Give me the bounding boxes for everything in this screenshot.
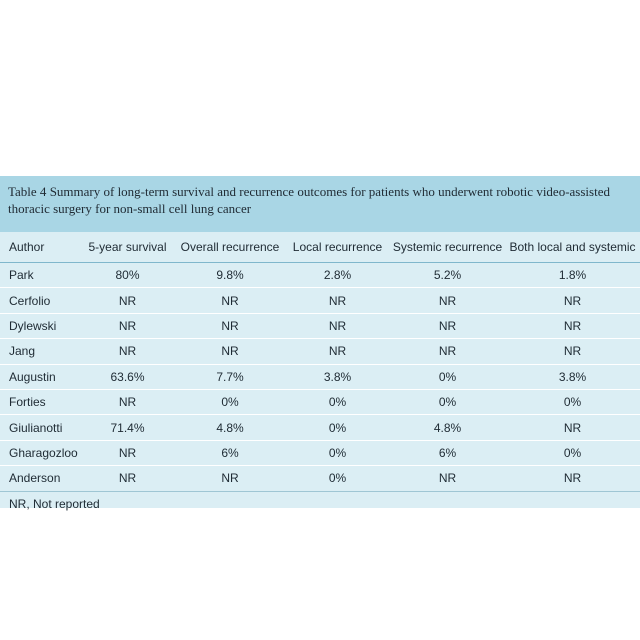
cell-value: 0%	[563, 445, 582, 460]
table-caption-text: Summary of long-term survival and recurr…	[8, 184, 610, 216]
cell-value: NR	[221, 344, 239, 359]
cell-value: NR	[328, 293, 347, 308]
cell-value: 0%	[328, 395, 347, 410]
cell-value: NR	[563, 471, 582, 486]
column-header-overall-recurrence: Overall recurrence	[180, 240, 280, 254]
table-header-row: Author 5-year survival Overall recurrenc…	[0, 232, 640, 263]
cell-value: NR	[118, 293, 137, 308]
table-caption-label: Table 4	[8, 184, 47, 199]
cell-value: 0%	[328, 471, 347, 486]
cell-value: NR	[438, 293, 457, 308]
table-row: Gharagozloo NR 6% 0% 6% 0%	[0, 440, 640, 466]
outcomes-table-panel: Table 4 Summary of long-term survival an…	[0, 176, 640, 511]
cell-value: 1.8%	[558, 268, 587, 283]
cell-value: 7.7%	[216, 369, 244, 384]
cell-value: NR	[221, 471, 239, 486]
cell-value: 0%	[438, 395, 457, 410]
table-row: Augustin 63.6% 7.7% 3.8% 0% 3.8%	[0, 364, 640, 390]
cell-author: Augustin	[9, 369, 56, 384]
cell-author: Cerfolio	[9, 293, 51, 308]
cell-value: NR	[563, 344, 582, 359]
table-row: Giulianotti 71.4% 4.8% 0% 4.8% NR	[0, 415, 640, 441]
cell-value: NR	[221, 293, 239, 308]
column-header-5yr-survival: 5-year survival	[88, 240, 167, 254]
table-row: Anderson NR NR 0% NR NR	[0, 466, 640, 492]
cell-value: 0%	[328, 420, 347, 435]
cell-author: Jang	[9, 344, 36, 359]
cell-value: 4.8%	[216, 420, 244, 435]
cell-author: Anderson	[9, 471, 61, 486]
cell-value: NR	[118, 344, 137, 359]
cell-value: 63.6%	[110, 369, 145, 384]
cell-value: NR	[438, 318, 457, 333]
cell-author: Dylewski	[9, 318, 57, 333]
cell-value: 0%	[221, 395, 239, 410]
cell-value: 0%	[438, 369, 457, 384]
cell-value: NR	[438, 344, 457, 359]
cell-value: 0%	[328, 445, 347, 460]
cell-value: 4.8%	[433, 420, 462, 435]
cell-value: NR	[118, 395, 137, 410]
table-footnote: NR, Not reported	[9, 496, 100, 511]
cell-value: NR	[118, 445, 137, 460]
cell-value: NR	[563, 293, 582, 308]
cell-value: 2.8%	[323, 268, 352, 283]
cell-value: NR	[563, 318, 582, 333]
table-row: Park 80% 9.8% 2.8% 5.2% 1.8%	[0, 263, 640, 288]
table-caption: Table 4 Summary of long-term survival an…	[0, 176, 640, 232]
cell-value: NR	[438, 471, 457, 486]
cell-value: 6%	[438, 445, 457, 460]
column-header-systemic-recurrence: Systemic recurrence	[392, 240, 503, 254]
cell-value: 5.2%	[433, 268, 462, 283]
table-row: Dylewski NR NR NR NR NR	[0, 313, 640, 339]
cell-value: 9.8%	[216, 268, 244, 283]
cell-author: Giulianotti	[9, 420, 63, 435]
cell-value: NR	[118, 471, 137, 486]
column-header-both-local-systemic: Both local and systemic	[509, 240, 636, 254]
table-row: Forties NR 0% 0% 0% 0%	[0, 389, 640, 415]
table-row: Cerfolio NR NR NR NR NR	[0, 288, 640, 314]
outcomes-table: Author 5-year survival Overall recurrenc…	[0, 232, 640, 492]
cell-value: NR	[328, 344, 347, 359]
cell-author: Park	[9, 268, 34, 283]
cell-value: 71.4%	[110, 420, 145, 435]
cell-value: 3.8%	[558, 369, 587, 384]
column-header-local-recurrence: Local recurrence	[292, 240, 383, 254]
column-header-author: Author	[9, 240, 45, 254]
cell-value: NR	[328, 318, 347, 333]
cell-value: NR	[563, 420, 582, 435]
cell-value: NR	[118, 318, 137, 333]
cell-author: Forties	[9, 395, 46, 410]
cell-author: Gharagozloo	[9, 445, 78, 460]
cell-value: 3.8%	[323, 369, 352, 384]
cell-value: 0%	[563, 395, 582, 410]
cell-value: NR	[221, 318, 239, 333]
cell-value: 80%	[115, 268, 140, 283]
cell-value: 6%	[221, 445, 239, 460]
table-row: Jang NR NR NR NR NR	[0, 339, 640, 365]
